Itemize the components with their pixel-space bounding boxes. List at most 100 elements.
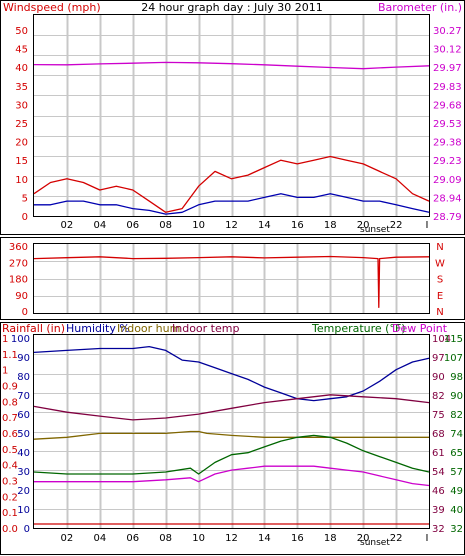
panel-3-hum-ytick-8: 20 — [17, 486, 30, 497]
panel-1-xtick-18: 18 — [324, 220, 337, 231]
panel-3-hum-ytick-6: 40 — [17, 448, 30, 459]
panel-1-right-ytick-7: 29.23 — [433, 156, 462, 167]
panel-2-right-ytick-4: N — [436, 307, 443, 318]
panel-1-xtick-10: 10 — [192, 220, 205, 231]
panel-3-tout-ytick-8: 49 — [450, 486, 463, 497]
series-layer — [33, 61, 430, 525]
legend-indoor-temp: Indoor temp — [172, 322, 239, 335]
tick-layer: 5045403530252015105030.2730.1229.9729.83… — [2, 26, 463, 544]
panel-3-rain-ytick-3: 0.9 — [2, 382, 18, 393]
panel-3-rain-ytick-6: 0.6 — [2, 429, 18, 440]
panel-3-tin-ytick-2: 90 — [432, 372, 445, 383]
panel-3-xtick-08: 08 — [159, 533, 172, 544]
dew-point-line — [34, 465, 430, 487]
panel-3-rain-ytick-4: 0.8 — [2, 397, 18, 408]
panel-1-right-ytick-5: 29.53 — [433, 119, 462, 130]
panel-3-hum-ytick-2: 80 — [17, 372, 30, 383]
panel-1-left-ytick-1: 45 — [15, 45, 28, 56]
panel-1-left-ytick-0: 50 — [15, 26, 28, 37]
panel-3-tout-ytick-10: 32 — [450, 524, 463, 535]
panel-3-hum-ytick-10: 0 — [24, 524, 30, 535]
panel-1-right-ytick-2: 29.97 — [433, 63, 462, 74]
panel-2-left-ytick-2: 180 — [9, 275, 28, 286]
panel-2-left-ytick-3: 90 — [15, 291, 28, 302]
panel-3-rain-ytick-7: 0.5 — [2, 445, 18, 456]
wind-direction-line — [33, 255, 430, 309]
panel-1-xtick-02: 02 — [61, 220, 74, 231]
panel-1-left-ytick-10: 0 — [22, 212, 28, 223]
panel-3-xtick-20: 20 — [357, 533, 370, 544]
legend-indoor-hum: Indoor hum — [117, 322, 180, 335]
panel-2-right-ytick-1: W — [435, 258, 445, 269]
panel-1-right-ytick-10: 28.79 — [433, 212, 462, 223]
panel-3-hum-ytick-0: 100 — [11, 334, 30, 345]
panel-1-left-ytick-5: 25 — [15, 119, 28, 130]
panel-1-left-ytick-7: 15 — [15, 156, 28, 167]
panel-1-right-ytick-8: 29.09 — [433, 175, 462, 186]
panel-3-xtick-16: 16 — [291, 533, 304, 544]
barometer-line — [33, 61, 430, 70]
panel-1-xtick-16: 16 — [291, 220, 304, 231]
panel-1-left-ytick-6: 20 — [15, 138, 28, 149]
panel-3-xtick-06: 06 — [126, 533, 139, 544]
panel-1-right-ytick-4: 29.68 — [433, 100, 462, 111]
panel-2-right-ytick-0: N — [436, 242, 443, 253]
panel-1-left-ytick-4: 30 — [15, 100, 28, 111]
panel-2-right-ytick-2: S — [437, 275, 443, 286]
panel-3-tout-ytick-5: 74 — [450, 429, 463, 440]
panel-3-hum-ytick-4: 60 — [17, 410, 30, 421]
panel-1-right-ytick-9: 28.94 — [433, 193, 462, 204]
barometer-axis-label: Barometer (in.) — [378, 1, 462, 14]
panel-3-xtick-14: 14 — [258, 533, 271, 544]
panel-3-rain-ytick-10: 0.2 — [2, 492, 18, 503]
panel-1-right-ytick-3: 29.83 — [433, 82, 462, 93]
panel-1-left-ytick-2: 40 — [15, 63, 28, 74]
panel-1-xtick-12: 12 — [225, 220, 238, 231]
panel-1-xtick-08: 08 — [159, 220, 172, 231]
chart-title: 24 hour graph day : July 30 2011 — [141, 1, 323, 14]
panel-3-hum-ytick-7: 30 — [17, 467, 30, 478]
sunset-marker-label-bottom: sunset — [360, 538, 390, 548]
panel-3-rain-ytick-5: 0.7 — [2, 413, 18, 424]
panel-3-rain-ytick-0: 1 — [2, 334, 8, 345]
panel-3-rain-ytick-1: 1.1 — [2, 350, 18, 361]
panel-3-tin-ytick-10: 32 — [432, 524, 445, 535]
panel-3-hum-ytick-3: 70 — [17, 391, 30, 402]
humidity-line — [33, 345, 430, 402]
panel-3-rain-ytick-2: 1 — [2, 366, 8, 377]
panel-3-xtick-10: 10 — [192, 533, 205, 544]
windspeed-axis-label: Windspeed (mph) — [3, 1, 101, 14]
panel-1-right-ytick-0: 30.27 — [433, 26, 462, 37]
panel-1-left-ytick-8: 10 — [15, 175, 28, 186]
panel-3-tin-ytick-5: 68 — [432, 429, 445, 440]
panel-2-left-ytick-1: 270 — [9, 258, 28, 269]
panel-3-tout-ytick-1: 107 — [444, 353, 463, 364]
legend-dew-point: Dew Point — [392, 322, 448, 335]
panel-3-tin-ytick-0: 104 — [432, 334, 451, 345]
panel-3-tin-ytick-6: 61 — [432, 448, 445, 459]
panel-3-tin-ytick-3: 82 — [432, 391, 445, 402]
panel-3-rain-ytick-12: 0.0 — [2, 524, 18, 535]
panel-1-left-ytick-3: 35 — [15, 82, 28, 93]
panel-1-xtick-04: 04 — [93, 220, 106, 231]
panel-3-hum-ytick-1: 90 — [17, 353, 30, 364]
panel-3-tout-ytick-2: 98 — [450, 372, 463, 383]
panel-3-tout-ytick-3: 90 — [450, 391, 463, 402]
panel-1-left-ytick-9: 5 — [22, 193, 28, 204]
panel-1-xtick-20: 20 — [357, 220, 370, 231]
panel-1-xtick-14: 14 — [258, 220, 271, 231]
panel-1-right-ytick-6: 29.38 — [433, 138, 462, 149]
panel-3-tin-ytick-9: 39 — [432, 505, 445, 516]
temperature-line — [33, 434, 430, 475]
panel-3-xtick-18: 18 — [324, 533, 337, 544]
panel-3-tin-ytick-7: 54 — [432, 467, 445, 478]
avg-wind-line — [34, 193, 430, 215]
panel-1-xtick-end: I — [426, 220, 429, 231]
legend-temperature: Temperature (°F) — [311, 322, 406, 335]
panel-3-tout-ytick-7: 57 — [450, 467, 463, 478]
panel-3-tout-ytick-6: 65 — [450, 448, 463, 459]
panel-1-right-ytick-1: 30.12 — [433, 45, 462, 56]
panel-2-left-ytick-0: 360 — [9, 242, 28, 253]
